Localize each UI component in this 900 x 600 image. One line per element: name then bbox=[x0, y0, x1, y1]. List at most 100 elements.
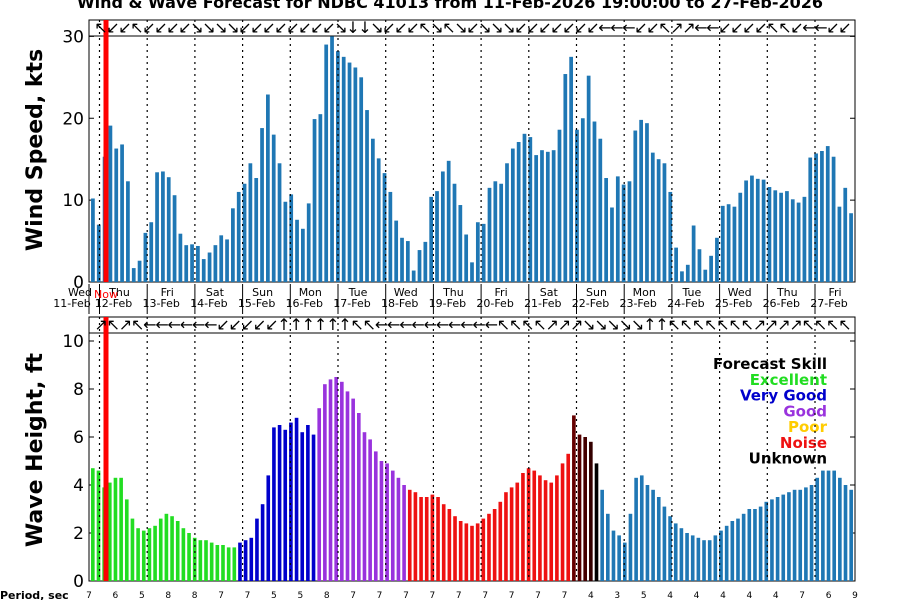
wind-bar bbox=[633, 130, 638, 282]
wave-bar bbox=[764, 501, 769, 581]
wind-bar bbox=[242, 183, 247, 282]
wind-bar bbox=[248, 163, 253, 282]
direction-arrow: ↙ bbox=[250, 18, 263, 37]
direction-arrow: ↓ bbox=[358, 18, 371, 37]
direction-arrow: ↙ bbox=[550, 18, 563, 37]
period-value: 7 bbox=[430, 591, 436, 600]
wave-bar bbox=[622, 542, 627, 581]
wave-bar bbox=[487, 513, 491, 581]
wave-bar bbox=[492, 509, 497, 581]
wind-bar bbox=[785, 191, 789, 282]
wave-bar bbox=[328, 379, 333, 581]
wind-bar bbox=[720, 205, 725, 282]
wind-bar bbox=[779, 192, 783, 282]
wind-bar bbox=[207, 252, 212, 282]
direction-arrow: ↖ bbox=[94, 18, 107, 37]
wave-bar bbox=[826, 470, 831, 581]
wind-bar bbox=[843, 187, 848, 282]
day-date-label: 16-Feb bbox=[286, 297, 323, 310]
wave-bar bbox=[775, 497, 780, 581]
wave-bar bbox=[226, 547, 231, 581]
wind-bar bbox=[458, 205, 463, 282]
direction-arrow: ↖ bbox=[130, 18, 143, 37]
wind-bar bbox=[586, 75, 591, 282]
day-name-label: Wed bbox=[68, 286, 92, 299]
wind-bar bbox=[592, 121, 597, 283]
direction-arrow: ↗ bbox=[570, 315, 583, 334]
direction-arrow: ← bbox=[622, 18, 635, 37]
wave-bar bbox=[130, 518, 135, 581]
direction-arrow: ← bbox=[598, 18, 611, 37]
legend-entry: Good bbox=[783, 402, 827, 420]
wind-bar bbox=[545, 151, 550, 282]
direction-arrow: ↙ bbox=[406, 18, 419, 37]
wave-bar bbox=[639, 475, 644, 581]
wave-bar bbox=[96, 470, 101, 581]
wind-bar bbox=[114, 148, 119, 282]
wind-bar bbox=[487, 187, 492, 282]
wave-bar bbox=[815, 477, 820, 581]
wave-bar bbox=[651, 489, 655, 581]
wind-bar bbox=[178, 233, 183, 282]
day-name-label: Sun bbox=[586, 286, 607, 299]
direction-arrow: ↙ bbox=[466, 18, 479, 37]
wind-bar bbox=[732, 206, 737, 282]
day-name-label: Sun bbox=[252, 286, 273, 299]
wave-bar bbox=[504, 492, 508, 581]
direction-arrow: ↙ bbox=[562, 18, 575, 37]
period-value: 5 bbox=[297, 591, 303, 600]
wave-bar bbox=[141, 530, 146, 581]
wave-bar bbox=[407, 489, 412, 581]
wave-bar bbox=[283, 429, 288, 581]
wave-bar bbox=[758, 506, 763, 581]
wind-bar bbox=[370, 138, 375, 282]
wave-bar bbox=[787, 492, 791, 581]
direction-arrow: ↑ bbox=[314, 315, 327, 334]
wind-bar bbox=[417, 250, 422, 282]
wind-bar bbox=[108, 125, 113, 283]
direction-arrow: ↙ bbox=[286, 18, 299, 37]
wind-bar bbox=[219, 235, 224, 282]
y-tick-label: 20 bbox=[62, 109, 84, 129]
direction-arrow: ↗ bbox=[765, 315, 778, 334]
wave-bar bbox=[238, 542, 242, 581]
day-name-label: Tue bbox=[348, 286, 368, 299]
direction-arrow: ↘ bbox=[202, 18, 215, 37]
wave-bar bbox=[673, 523, 678, 581]
wind-bar bbox=[820, 151, 824, 282]
y-tick-label: 0 bbox=[73, 273, 84, 293]
direction-arrow: ↘ bbox=[226, 18, 239, 37]
direction-arrow: ↙ bbox=[634, 18, 647, 37]
wave-bar bbox=[566, 453, 571, 581]
direction-arrow: ↙ bbox=[790, 18, 803, 37]
wave-bar bbox=[345, 391, 350, 581]
wave-bar bbox=[804, 487, 808, 581]
wave-bar bbox=[645, 485, 650, 581]
wave-bar bbox=[379, 461, 384, 581]
wave-bar bbox=[390, 470, 395, 581]
wind-bar bbox=[120, 144, 124, 282]
wind-bar bbox=[761, 179, 766, 282]
wind-bar bbox=[825, 146, 830, 282]
wave-bar bbox=[515, 482, 520, 581]
wind-bar bbox=[91, 198, 95, 282]
day-name-label: Thu bbox=[108, 286, 130, 299]
wind-bar bbox=[615, 176, 620, 282]
period-value: 9 bbox=[852, 591, 858, 600]
day-name-label: Tue bbox=[682, 286, 702, 299]
wind-bar bbox=[610, 207, 614, 282]
wave-bar bbox=[413, 492, 418, 581]
direction-arrow: ↖ bbox=[363, 315, 376, 334]
wave-bar bbox=[192, 537, 197, 581]
wind-bar bbox=[277, 163, 282, 282]
wind-bar bbox=[575, 129, 579, 282]
wind-bar bbox=[499, 183, 504, 282]
period-value: 7 bbox=[562, 591, 568, 600]
wave-bar bbox=[300, 432, 305, 581]
direction-arrow: ↙ bbox=[730, 18, 743, 37]
wind-bar bbox=[347, 62, 352, 283]
wave-bar bbox=[277, 425, 282, 581]
direction-arrow: ↖ bbox=[442, 18, 455, 37]
direction-arrow: ↖ bbox=[107, 315, 120, 334]
period-value: 7 bbox=[509, 591, 515, 600]
